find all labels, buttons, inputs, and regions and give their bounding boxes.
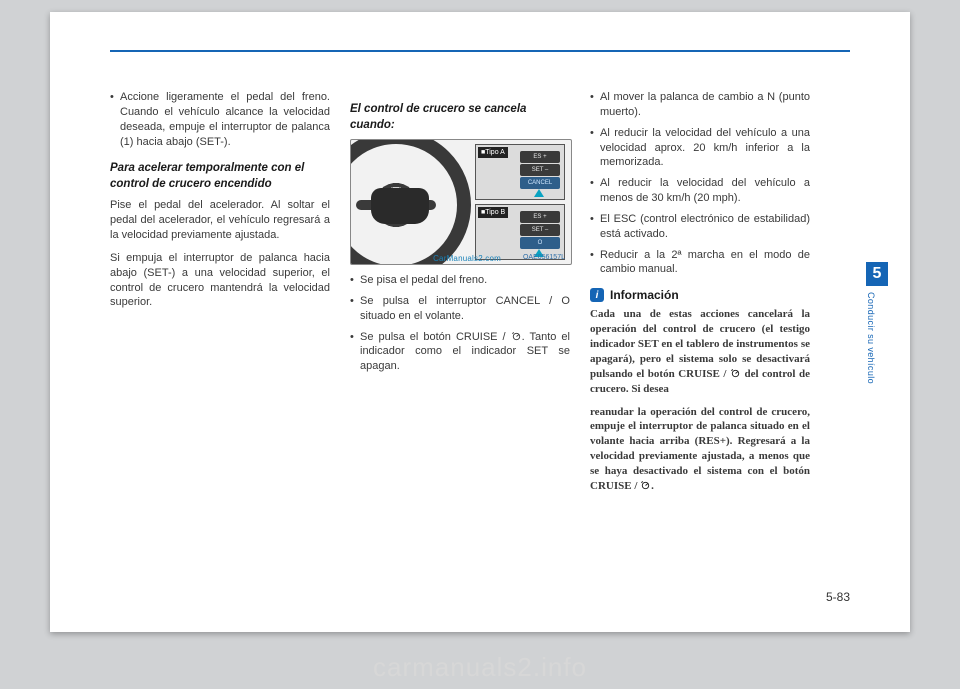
c3-bullet-5: Reducir a la 2ª marcha en el modo de cam… bbox=[590, 248, 810, 278]
steering-wheel-figure: ■Tipo A ES + SET – CANCEL ■Tipo B ES + S… bbox=[350, 139, 572, 265]
inset-a-buttons: ES + SET – CANCEL bbox=[520, 151, 560, 189]
c2-bullet-2: Se pulsa el interruptor CANCEL / O situa… bbox=[350, 294, 570, 324]
cruise-icon bbox=[640, 480, 651, 491]
c2-bullet-1: Se pisa el pedal del freno. bbox=[350, 273, 570, 288]
header-rule bbox=[110, 50, 850, 52]
c2-b3-text-a: Se pulsa el botón CRUISE / bbox=[360, 331, 511, 343]
info-heading-row: i Información bbox=[590, 287, 810, 303]
btn-res-plus: ES + bbox=[520, 151, 560, 163]
c2-heading: El control de crucero se cancela cuando: bbox=[350, 102, 570, 133]
column-1: Accione ligeramente el pedal del freno. … bbox=[110, 90, 330, 502]
chapter-label: Conducir su vehículo bbox=[866, 286, 876, 384]
cruise-icon bbox=[511, 331, 522, 342]
c1-heading: Para acelerar temporalmente con el contr… bbox=[110, 161, 330, 192]
btn-res-plus-b: ES + bbox=[520, 211, 560, 223]
c2-bullet-3: Se pulsa el botón CRUISE / . Tanto el in… bbox=[350, 330, 570, 375]
c3-bullet-1: Al mover la palanca de cambio a N (punto… bbox=[590, 90, 810, 120]
figure-watermark: CarManuals2.com bbox=[433, 254, 501, 265]
inset-tipo-a: ■Tipo A ES + SET – CANCEL bbox=[475, 144, 565, 200]
column-3: Al mover la palanca de cambio a N (punto… bbox=[590, 90, 810, 502]
chapter-side-tab: 5 Conducir su vehículo bbox=[866, 262, 888, 384]
cruise-icon bbox=[730, 368, 741, 379]
inset-a-label: ■Tipo A bbox=[478, 147, 508, 158]
info-p2-a: reanudar la operación del control de cru… bbox=[590, 406, 810, 492]
info-p2-b: . bbox=[651, 480, 654, 492]
info-para-2: reanudar la operación del control de cru… bbox=[590, 405, 810, 494]
c1-bullet-1: Accione ligeramente el pedal del freno. … bbox=[110, 90, 330, 149]
c3-bullet-2: Al reducir la velocidad del vehículo a u… bbox=[590, 126, 810, 171]
c1-para-1: Pise el pedal del acelerador. Al soltar … bbox=[110, 198, 330, 243]
steering-wheel-hub bbox=[371, 188, 429, 224]
bottom-watermark: carmanuals2.info bbox=[0, 652, 960, 683]
c3-bullet-3: Al reducir la velocidad del vehículo a m… bbox=[590, 176, 810, 206]
btn-o: O bbox=[520, 237, 560, 249]
column-2: El control de crucero se cancela cuando:… bbox=[350, 90, 570, 502]
c1-para-2: Si empuja el interruptor de palanca haci… bbox=[110, 251, 330, 310]
info-title: Información bbox=[610, 287, 679, 303]
btn-set-minus: SET – bbox=[520, 164, 560, 176]
btn-set-minus-b: SET – bbox=[520, 224, 560, 236]
chapter-number: 5 bbox=[866, 262, 888, 286]
info-para-1: Cada una de estas acciones cancelará la … bbox=[590, 307, 810, 396]
inset-a-arrow-icon bbox=[534, 189, 544, 197]
content-columns: Accione ligeramente el pedal del freno. … bbox=[110, 90, 810, 502]
inset-b-buttons: ES + SET – O bbox=[520, 211, 560, 249]
figure-reference: OAE056157L bbox=[523, 253, 565, 262]
manual-page: Accione ligeramente el pedal del freno. … bbox=[50, 12, 910, 632]
btn-cancel: CANCEL bbox=[520, 177, 560, 189]
page-number: 5-83 bbox=[826, 590, 850, 604]
inset-b-label: ■Tipo B bbox=[478, 207, 508, 218]
info-icon: i bbox=[590, 288, 604, 302]
c3-bullet-4: El ESC (control electrónico de estabilid… bbox=[590, 212, 810, 242]
